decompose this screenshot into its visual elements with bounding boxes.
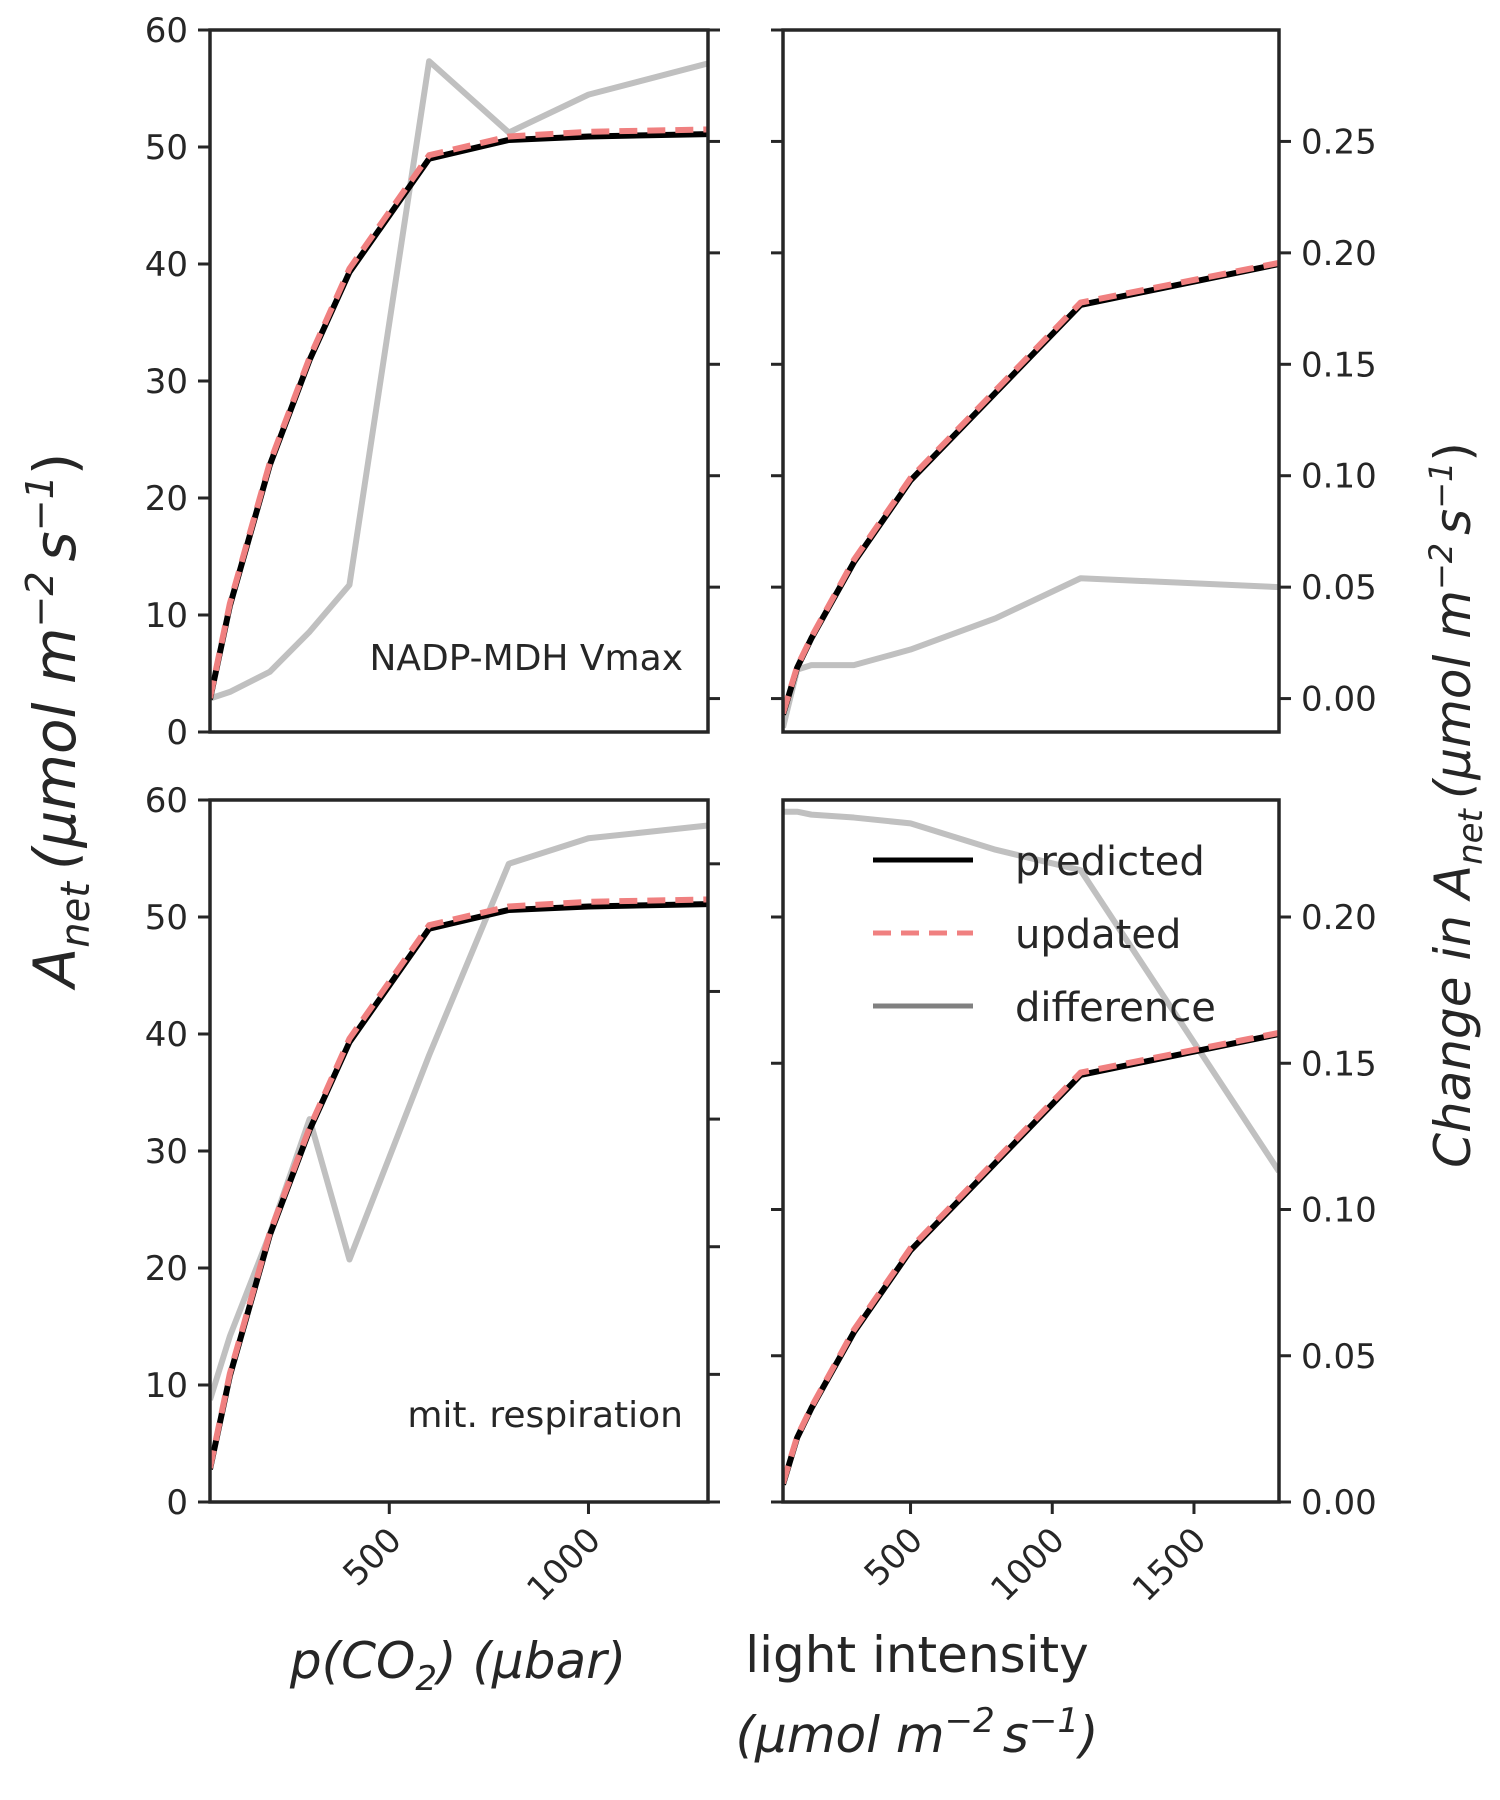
series-difference-line-bottom-left [210,822,708,1401]
diff-tick-label-top-right-0.05: 0.05 [1301,568,1377,608]
y-tick-label-top-left-60: 60 [145,11,188,51]
x-axis-title-right-line1: light intensity [745,1626,1088,1684]
series-predicted-line-bottom-right [783,1031,1279,1486]
y-axis-title-left: Anet(μmol m−2s−1) [18,453,99,992]
legend-label-updated: updated [1015,912,1181,958]
diff-tick-label-bottom-right-0.20: 0.20 [1301,898,1377,938]
panel-top-left: 0 10 20 30 40 50 60 NADP-MDH Vmax [145,11,720,753]
y-tick-label-bottom-left-20: 20 [145,1249,188,1289]
axes-frame-top-right [781,28,1281,734]
y-tick-label-top-left-40: 40 [145,245,188,285]
series-difference-line-top-right [783,575,1279,729]
annotation-bottom-left: mit. respiration [407,1395,683,1436]
x-tick-label-bottom-left-1000: 1000 [519,1520,608,1609]
series-updated-line-bottom-left [210,896,708,1469]
plot-area-bottom-left [210,822,708,1470]
diff-tick-label-bottom-right-0.00: 0.00 [1301,1483,1377,1523]
y-tick-label-top-left-10: 10 [145,596,188,636]
panel-bottom-left: 0 10 20 30 40 50 60 500 1000 mit. respiration [145,781,720,1610]
y-tick-label-top-left-50: 50 [145,128,188,168]
axes-frame-bottom-right [781,798,1281,1504]
x-tick-label-bottom-right-500: 500 [857,1520,931,1594]
y-tick-label-bottom-left-30: 30 [145,1132,188,1172]
series-difference-line-top-left [210,58,708,702]
y-tick-label-bottom-left-0: 0 [166,1483,188,1523]
diff-tick-label-bottom-right-0.15: 0.15 [1301,1044,1377,1084]
series-updated-line-top-left [210,126,708,699]
y-tick-label-bottom-left-10: 10 [145,1366,188,1406]
diff-tick-label-bottom-right-0.10: 0.10 [1301,1191,1377,1231]
diff-tick-label-top-right-0.15: 0.15 [1301,345,1377,385]
diff-tick-label-top-right-0.10: 0.10 [1301,457,1377,497]
x-tick-label-bottom-right-1500: 1500 [1125,1520,1214,1609]
x-tick-label-bottom-right-1000: 1000 [983,1520,1072,1609]
y-tick-label-bottom-left-40: 40 [145,1015,188,1055]
series-difference-line-bottom-right [783,808,1279,1174]
legend: predicted updated difference [873,839,1216,1031]
plot-area-top-right [783,259,1279,729]
legend-label-difference: difference [1015,985,1216,1031]
plot-area-bottom-right [783,808,1279,1486]
series-updated-line-top-right [783,259,1279,715]
y-axis-title-right: Change in Anet(μmol m−2s−1) [1422,442,1491,1168]
legend-label-predicted: predicted [1015,839,1205,885]
y-tick-label-top-left-20: 20 [145,479,188,519]
series-predicted-line-top-right [783,261,1279,716]
annotation-top-left: NADP-MDH Vmax [369,638,683,679]
y-tick-label-bottom-left-50: 50 [145,898,188,938]
diff-tick-label-top-right-0.00: 0.00 [1301,680,1377,720]
panel-top-right: 0.00 0.05 0.10 0.15 0.20 0.25 [771,28,1377,734]
y-tick-label-top-left-0: 0 [166,713,188,753]
diff-tick-label-bottom-right-0.05: 0.05 [1301,1337,1377,1377]
x-tick-label-bottom-left-500: 500 [335,1520,409,1594]
series-updated-line-bottom-right [783,1029,1279,1485]
diff-tick-label-top-right-0.25: 0.25 [1301,122,1377,162]
x-axis-title-left: p(CO2) (μbar) [289,1632,626,1699]
x-axis-title-right-line2: (μmol m−2 s−1) [736,1701,1099,1764]
y-tick-label-top-left-30: 30 [145,362,188,402]
plot-area-top-left [210,58,708,702]
diff-tick-label-top-right-0.20: 0.20 [1301,234,1377,274]
y-tick-label-bottom-left-60: 60 [145,781,188,821]
